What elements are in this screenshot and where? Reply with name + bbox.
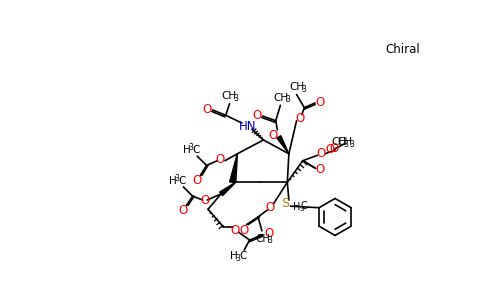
Polygon shape [277,136,289,154]
Text: O: O [240,224,249,236]
Text: 3: 3 [267,236,272,245]
Text: O: O [329,142,338,155]
Text: O: O [317,147,326,160]
Text: O: O [230,224,240,236]
Text: O: O [315,163,324,176]
Text: 3: 3 [299,206,303,212]
Text: H: H [293,202,300,212]
Text: O: O [325,143,334,156]
Text: O: O [216,154,225,166]
Text: CH: CH [221,91,236,101]
Text: H: H [169,176,177,186]
Polygon shape [229,154,237,183]
Text: CH: CH [289,82,304,92]
Text: 3: 3 [344,140,348,149]
Text: C: C [301,201,308,211]
Text: S: S [281,197,289,210]
Text: O: O [200,194,210,207]
Text: 3: 3 [236,254,241,263]
Text: Chiral: Chiral [385,44,420,56]
Text: 3: 3 [175,174,180,183]
Text: 3: 3 [286,95,290,104]
Text: CH: CH [337,137,353,147]
Text: H: H [229,251,237,261]
Text: C: C [192,145,199,155]
Text: O: O [179,204,188,217]
Text: O: O [265,201,274,214]
Text: O: O [253,109,262,122]
Text: O: O [264,227,273,240]
Text: 3: 3 [349,140,354,149]
Polygon shape [220,182,236,196]
Text: HN: HN [239,120,257,134]
Text: CH: CH [255,233,270,244]
Text: 3: 3 [189,143,194,152]
Text: CH: CH [273,93,289,103]
Text: O: O [203,103,212,116]
Text: O: O [315,97,324,110]
Text: CH: CH [332,137,347,147]
Text: C: C [178,176,185,186]
Text: 3: 3 [301,85,306,94]
Text: O: O [269,129,278,142]
Text: O: O [295,112,304,125]
Text: 3: 3 [233,94,238,103]
Text: O: O [193,174,202,187]
Text: C: C [239,251,246,261]
Text: H: H [182,145,190,155]
